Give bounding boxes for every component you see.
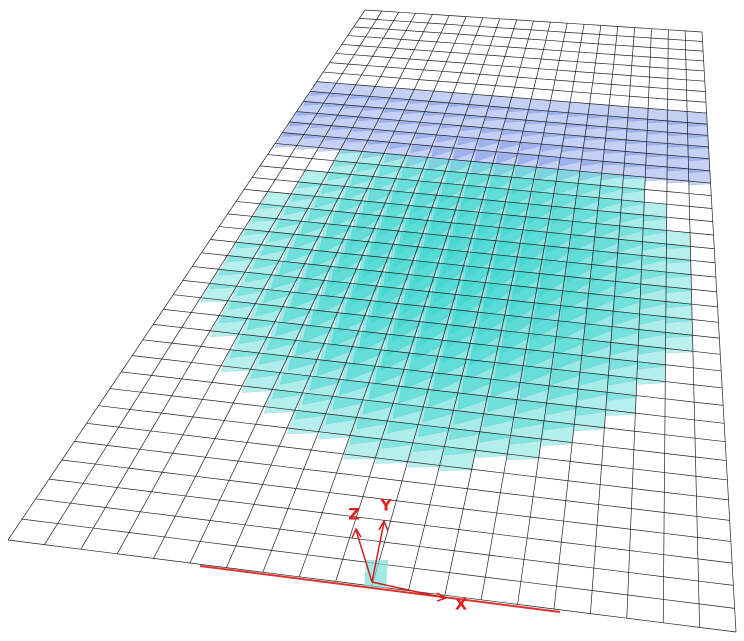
z-arrow bbox=[356, 530, 372, 582]
global-axes: X Z Y bbox=[200, 496, 560, 614]
model-view: X Z Y bbox=[0, 0, 744, 641]
panel bbox=[221, 350, 259, 372]
panel bbox=[440, 447, 476, 471]
panel bbox=[264, 389, 302, 413]
y-axis-label: Y bbox=[379, 496, 392, 515]
panel bbox=[606, 392, 636, 415]
panel bbox=[242, 369, 280, 392]
x-axis-label: X bbox=[455, 595, 468, 614]
z-axis-label: Z bbox=[348, 505, 360, 524]
panel bbox=[210, 316, 247, 337]
grid-col bbox=[702, 32, 736, 632]
